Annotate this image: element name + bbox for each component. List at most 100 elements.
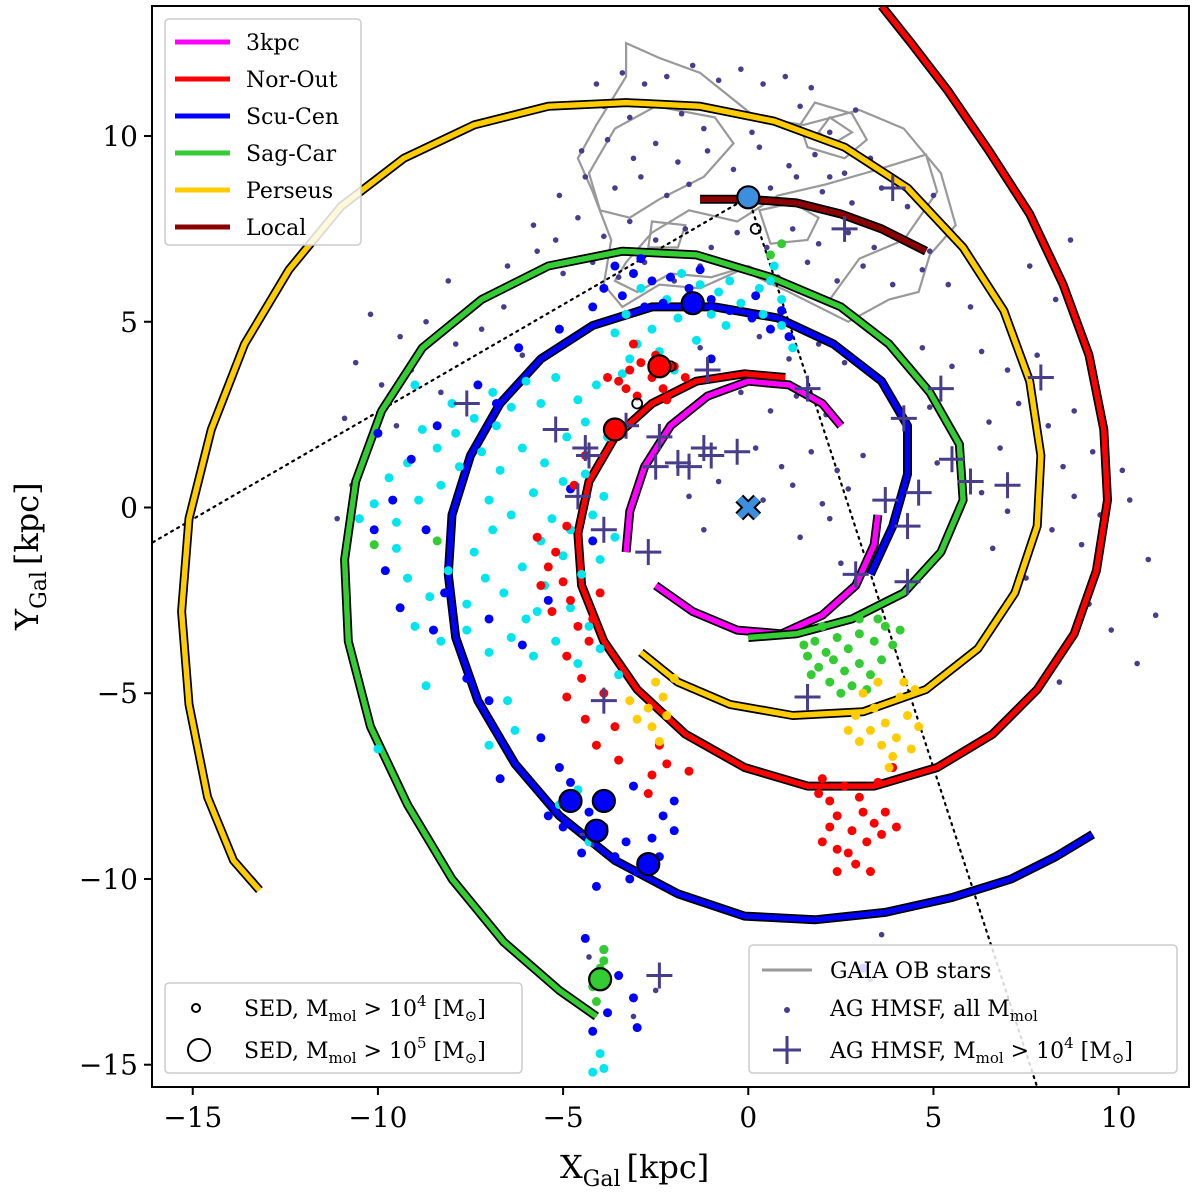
ag-hmsf-point-48 [575, 214, 581, 221]
red-point-18 [547, 607, 557, 617]
ag-hmsf-point-14 [701, 125, 707, 132]
green-point-3 [843, 644, 853, 654]
red-point-14 [551, 547, 561, 557]
ag-hmsf-plus-7 [542, 416, 569, 443]
ag-hmsf-point-126 [715, 478, 722, 485]
ag-hmsf-plus-10 [642, 453, 669, 480]
cyan-point-9 [673, 313, 683, 323]
red-point-8 [621, 384, 631, 394]
cyan-point-70 [510, 725, 520, 735]
ag-hmsf-point-97 [378, 382, 385, 388]
ag-hmsf-point-7 [760, 81, 766, 87]
red-point-58 [891, 822, 901, 832]
red-point-16 [558, 577, 568, 587]
cyan-point-24 [432, 443, 442, 453]
yellow-point-16 [865, 725, 875, 735]
arm-Scu-Cen-0 [445, 304, 1095, 923]
sed-big-marker-3 [558, 788, 583, 814]
blue-point-9 [784, 332, 794, 342]
red-point-7 [603, 372, 613, 382]
x-axis-label-unit: [kpc] [627, 1148, 710, 1186]
ag-hmsf-point-101 [767, 408, 774, 414]
plot-area [152, 6, 1159, 1087]
cyan-point-40 [484, 495, 494, 505]
ag-hmsf-point-54 [734, 229, 740, 236]
red-point-48 [862, 837, 872, 847]
green-point-0 [880, 621, 890, 631]
ag-hmsf-point-88 [786, 356, 792, 362]
red-point-42 [825, 822, 835, 832]
cyan-point-72 [421, 681, 431, 691]
x-tick-label-2: −5 [542, 1101, 583, 1134]
cyan-point-38 [580, 469, 590, 479]
green-point-8 [814, 662, 824, 672]
ag-hmsf-point-41 [819, 188, 826, 195]
ag-hmsf-point-84 [478, 326, 485, 332]
ag-hmsf-plus-2 [694, 357, 721, 384]
yellow-point-4 [654, 737, 664, 747]
green-point-32 [369, 540, 379, 550]
cyan-point-98 [391, 543, 401, 553]
blue-point-53 [603, 1008, 613, 1018]
yellow-point-11 [880, 718, 890, 728]
ag-hmsf-point-36 [663, 192, 670, 199]
ag-hmsf-point-21 [604, 136, 611, 143]
ag-hmsf-point-50 [626, 218, 633, 225]
ag-hmsf-point-0 [593, 81, 600, 87]
blue-point-67 [777, 306, 787, 316]
cyan-point-90 [580, 417, 590, 427]
sed-big-marker-6 [636, 852, 661, 877]
cyan-point-36 [540, 458, 550, 468]
cyan-point-14 [617, 369, 627, 379]
ag-hmsf-point-153 [652, 987, 659, 994]
ag-hmsf-point-154 [586, 954, 592, 960]
red-point-47 [843, 848, 853, 858]
cyan-point-80 [788, 343, 798, 353]
green-point-22 [817, 621, 827, 631]
blue-point-23 [428, 625, 438, 635]
ag-hmsf-plus-25 [894, 568, 921, 595]
ag-hmsf-point-142 [838, 560, 844, 567]
blue-point-52 [628, 993, 638, 1003]
red-point-38 [817, 774, 827, 784]
cyan-point-101 [595, 1049, 605, 1059]
ag-hmsf-point-162 [1067, 237, 1074, 243]
ag-hmsf-point-148 [1134, 660, 1140, 667]
galactic-center-marker [735, 494, 762, 521]
ag-hmsf-point-33 [582, 174, 589, 180]
blue-point-17 [473, 380, 483, 390]
arms-legend: 3kpc Nor-Out Scu-Cen Sag-Car Perseus Local [164, 18, 362, 246]
plot-frame [151, 5, 1190, 1088]
ag-hmsf-plus-1 [831, 215, 858, 242]
green-point-12 [865, 670, 875, 680]
cyan-point-66 [595, 644, 605, 654]
green-point-1 [869, 636, 879, 646]
cyan-point-79 [777, 320, 787, 330]
cyan-point-39 [599, 491, 609, 501]
red-point-51 [873, 777, 883, 787]
arm-Nor-Out-0 [575, 6, 1111, 789]
y-axis-label: YGal [kpc] [8, 482, 52, 631]
y-tick-label-5: 10 [102, 120, 138, 153]
ag-hmsf-point-91 [919, 344, 926, 351]
ag-hmsf-point-49 [601, 233, 607, 240]
yellow-point-25 [884, 763, 894, 773]
cyan-point-81 [721, 320, 731, 330]
green-point-26 [599, 956, 609, 966]
arms-legend-label-1: Nor-Out [246, 68, 338, 93]
ag-hmsf-point-138 [826, 515, 833, 522]
cyan-point-29 [391, 517, 401, 527]
blue-point-69 [636, 254, 646, 264]
ag-hmsf-point-147 [1108, 627, 1115, 633]
arm-3kpc-1 [654, 514, 881, 637]
ag-hmsf-plus-33 [572, 435, 599, 462]
yellow-point-19 [906, 744, 916, 754]
cyan-point-30 [414, 495, 424, 505]
x-tick-label-1: −10 [348, 1101, 407, 1134]
cyan-point-95 [521, 614, 531, 624]
cyan-point-64 [551, 636, 561, 646]
blue-point-25 [517, 640, 527, 650]
ag-hmsf-point-131 [978, 489, 985, 496]
samples-legend-plus-marker [773, 1036, 801, 1064]
